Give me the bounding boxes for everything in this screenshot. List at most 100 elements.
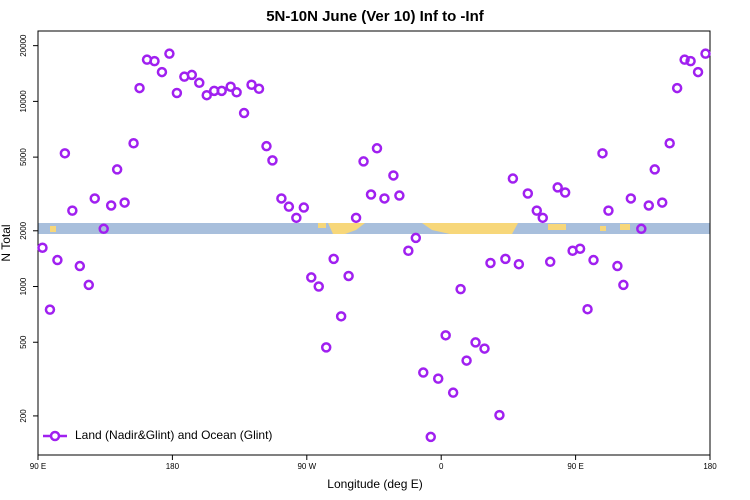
point (425, 431, 436, 443)
point (335, 311, 347, 322)
point (83, 279, 95, 291)
point (588, 254, 599, 266)
point (388, 170, 399, 181)
land-band (620, 224, 630, 230)
point (306, 272, 317, 283)
point (343, 270, 354, 282)
point (625, 193, 637, 204)
point (537, 212, 548, 224)
y-tick-label: 10000 (19, 90, 28, 113)
point (253, 83, 265, 95)
point (664, 138, 675, 149)
point (149, 55, 160, 67)
y-tick-label: 200 (19, 409, 28, 423)
x-tick-label: 180 (703, 462, 717, 471)
point (350, 212, 362, 224)
point (267, 155, 278, 166)
y-axis-title: N Total (0, 224, 13, 261)
point (291, 212, 302, 224)
point (231, 87, 242, 98)
point (679, 54, 690, 65)
land-band (548, 224, 566, 230)
point (59, 148, 71, 159)
point (186, 69, 198, 81)
point (298, 202, 310, 213)
point (134, 82, 145, 94)
point (194, 77, 205, 89)
land-band (328, 223, 365, 234)
point (379, 193, 390, 204)
point (513, 258, 525, 270)
legend-marker (49, 430, 61, 442)
point (656, 197, 668, 208)
point (649, 164, 660, 175)
point (597, 148, 608, 159)
point (603, 205, 614, 216)
y-tick-label: 5000 (19, 148, 28, 166)
x-tick-label: 180 (166, 462, 180, 471)
point (432, 373, 444, 384)
point (479, 343, 490, 354)
point (261, 140, 272, 152)
point (238, 107, 250, 119)
point (643, 200, 655, 211)
point (700, 48, 711, 59)
point (328, 253, 339, 265)
point (358, 156, 369, 167)
x-tick-label: 90 E (567, 462, 583, 471)
point (685, 55, 696, 67)
point (494, 409, 505, 421)
point (44, 304, 56, 315)
plot-frame (37, 30, 711, 456)
point (692, 66, 704, 78)
point (111, 164, 123, 175)
point (98, 223, 109, 235)
point (74, 260, 86, 272)
point (522, 188, 534, 199)
point (500, 253, 511, 265)
land-band (318, 223, 326, 228)
point (582, 303, 593, 315)
ocean-band (38, 223, 710, 234)
x-tick-label: 90 W (297, 462, 316, 471)
point (440, 330, 451, 341)
point (225, 81, 236, 92)
point (283, 201, 295, 212)
point (89, 193, 100, 204)
y-tick-label: 20000 (19, 34, 28, 57)
point (276, 193, 287, 204)
point (618, 279, 629, 291)
point (371, 143, 383, 154)
point (636, 223, 647, 235)
land-band (600, 226, 606, 231)
point (37, 242, 48, 253)
point (313, 281, 324, 292)
y-tick-label: 500 (19, 335, 28, 349)
point (461, 355, 472, 366)
land-band (422, 223, 518, 234)
legend-label: Land (Nadir&Glint) and Ocean (Glint) (75, 428, 272, 442)
y-tick-label: 1000 (19, 277, 28, 295)
x-tick-label: 0 (439, 462, 444, 471)
point (485, 257, 496, 269)
y-tick-label: 2000 (19, 221, 28, 239)
point (201, 89, 212, 101)
point (156, 66, 168, 78)
x-tick-label: 90 E (30, 462, 46, 471)
point (470, 337, 481, 348)
point (105, 200, 117, 211)
point (52, 254, 63, 266)
point (164, 48, 175, 59)
point (410, 232, 422, 244)
point (171, 87, 183, 99)
x-axis-title: Longitude (deg E) (327, 477, 422, 491)
point (455, 283, 466, 295)
point (671, 82, 683, 94)
point (574, 243, 586, 254)
point (552, 182, 563, 193)
point (507, 173, 519, 184)
point (612, 260, 623, 272)
point (216, 85, 227, 97)
